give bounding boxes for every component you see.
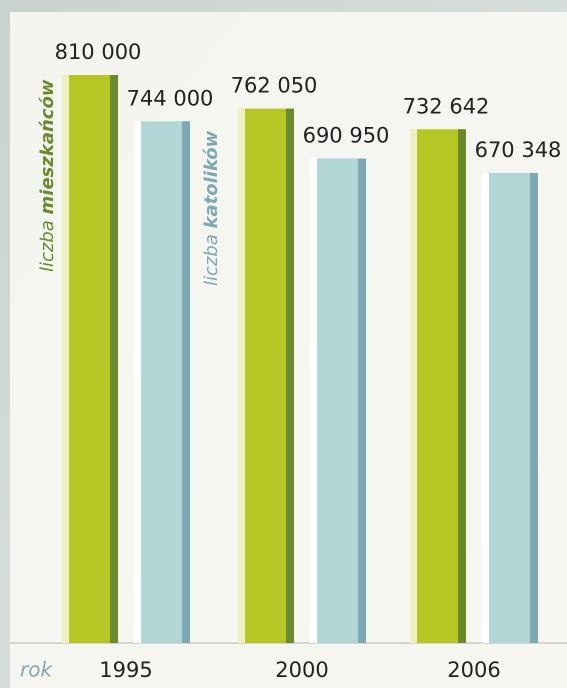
bar-highlight	[62, 75, 69, 644]
value-label: 744 000	[127, 86, 214, 110]
bar-shade	[530, 172, 538, 643]
bar	[410, 129, 466, 644]
bar-shade	[110, 75, 118, 644]
bar-highlight	[410, 129, 417, 644]
x-tick-label: 2000	[275, 658, 328, 682]
value-label: 690 950	[303, 124, 390, 148]
bar	[238, 108, 294, 643]
value-label: 810 000	[55, 40, 142, 64]
bar	[482, 172, 538, 643]
bar-shade	[182, 121, 190, 644]
bar-shade	[358, 158, 366, 643]
value-label: 670 348	[475, 138, 562, 162]
bar-highlight	[238, 108, 245, 643]
bar-highlight	[134, 121, 141, 644]
value-label: 732 642	[403, 94, 490, 118]
bar-shade	[458, 129, 466, 644]
value-label: 762 050	[231, 74, 318, 98]
bar-highlight	[310, 158, 317, 643]
legend-label: liczba mieszkańców	[37, 79, 58, 272]
x-tick-label: 1995	[99, 658, 152, 682]
legend-label: liczba katolików	[201, 130, 222, 286]
bar	[62, 75, 118, 644]
bar	[310, 158, 366, 643]
bar-shade	[286, 108, 294, 643]
x-tick-label: 2006	[447, 658, 500, 682]
bar	[134, 121, 190, 644]
bar-highlight	[482, 172, 489, 643]
x-axis-label: rok	[20, 658, 53, 682]
